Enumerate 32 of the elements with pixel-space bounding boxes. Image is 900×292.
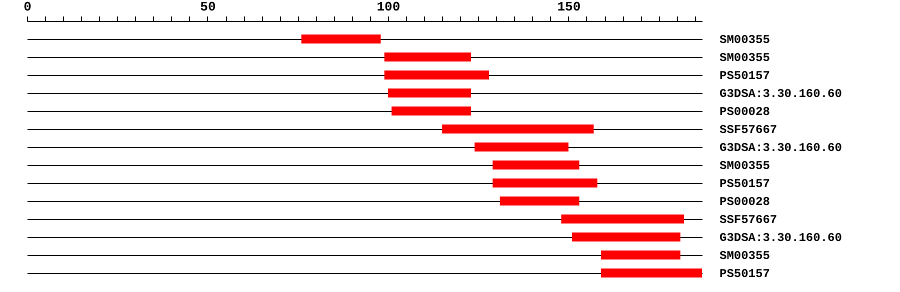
bar (388, 88, 471, 98)
y-tick-label: SM00355 (720, 33, 770, 47)
bar (384, 52, 471, 62)
x-tick-label: 0 (24, 0, 32, 14)
y-tick-label: G3DSA:3.30.160.60 (720, 231, 842, 245)
bar (561, 214, 684, 224)
bar (442, 124, 594, 134)
bar (500, 196, 580, 206)
y-tick-label: PS50157 (720, 177, 770, 191)
y-tick-label: SSF57667 (720, 123, 778, 137)
bar (492, 178, 598, 188)
bar (392, 106, 471, 116)
y-tick-label: SSF57667 (720, 213, 778, 227)
y-tick-label: PS00028 (720, 195, 770, 209)
y-tick-label: PS00028 (720, 105, 770, 119)
bar (600, 250, 680, 260)
bar (384, 70, 490, 80)
bar (301, 34, 381, 44)
bar (474, 142, 568, 152)
bar (600, 268, 702, 278)
x-tick-label: 50 (200, 0, 216, 14)
bar (492, 160, 580, 170)
bar (572, 232, 680, 242)
y-tick-label: SM00355 (720, 249, 770, 263)
y-tick-label: G3DSA:3.30.160.60 (720, 87, 842, 101)
x-tick-label: 150 (557, 0, 581, 14)
y-tick-label: SM00355 (720, 51, 770, 65)
y-tick-label: PS50157 (720, 69, 770, 83)
y-tick-label: PS50157 (720, 267, 770, 281)
y-tick-label: SM00355 (720, 159, 770, 173)
y-tick-label: G3DSA:3.30.160.60 (720, 141, 842, 155)
x-tick-label: 100 (376, 0, 400, 14)
